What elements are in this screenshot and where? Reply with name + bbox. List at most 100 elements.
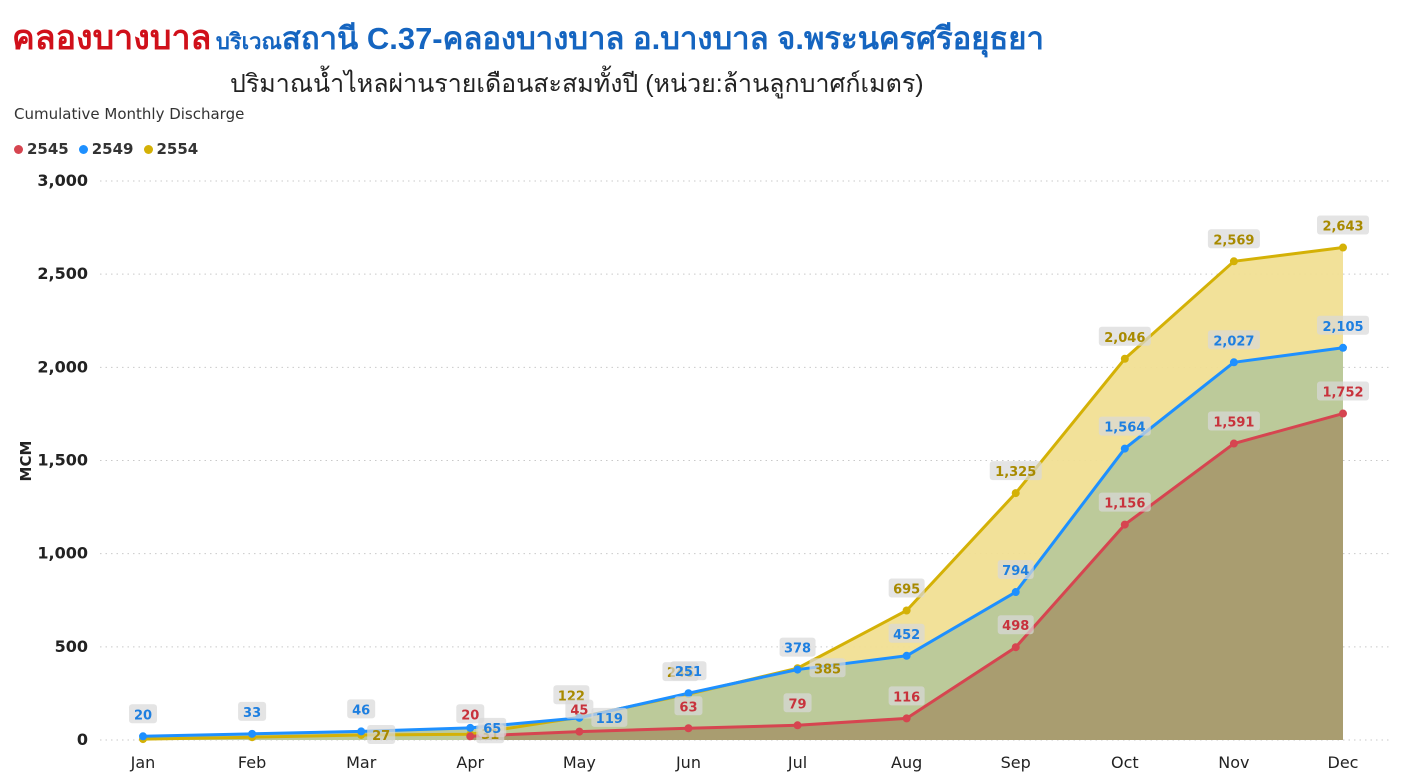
data-label-bg <box>1098 326 1151 346</box>
report-subtitle: ปริมาณน้ำไหลผ่านรายเดือนสะสมทั้งปี (หน่ว… <box>230 70 924 98</box>
data-label-2549: 2,105 <box>1322 320 1363 335</box>
chart-title: Cumulative Monthly Discharge <box>14 105 245 123</box>
data-label-2554: 385 <box>814 662 841 677</box>
title-canal-name: คลองบางบาล <box>12 19 212 57</box>
data-point-2545 <box>575 727 584 736</box>
data-label-2549: 20 <box>134 708 152 723</box>
data-point-2554 <box>1339 243 1347 252</box>
data-label-bg <box>367 724 396 744</box>
data-label-2549: 46 <box>352 703 370 718</box>
data-label-bg <box>1317 315 1369 335</box>
data-label-bg <box>674 696 703 716</box>
data-label-bg <box>997 560 1034 580</box>
data-label-2554: 2,046 <box>1104 331 1145 346</box>
data-label-2554: 695 <box>893 582 920 597</box>
data-label-bg <box>347 699 376 719</box>
x-tick-label: Apr <box>456 753 484 772</box>
data-point-2545 <box>793 721 802 730</box>
legend-dot-2549 <box>78 144 88 154</box>
data-label-bg <box>670 661 707 681</box>
data-point-2549 <box>466 723 475 732</box>
data-label-bg <box>1098 416 1151 436</box>
data-label-bg <box>779 637 816 657</box>
legend-item-2554[interactable]: 2554 <box>143 140 199 158</box>
title-area-prefix: บริเวณ <box>215 29 282 54</box>
data-label-2545: 1,752 <box>1322 386 1363 401</box>
x-tick-label: Jan <box>130 753 156 772</box>
data-label-bg <box>1207 229 1260 249</box>
data-point-2549 <box>357 727 366 736</box>
data-label-2545: 1,156 <box>1104 497 1145 512</box>
data-label-bg <box>565 699 594 719</box>
data-point-2549 <box>1229 358 1238 367</box>
data-point-2545 <box>466 732 475 741</box>
data-point-2549 <box>248 729 257 738</box>
data-point-2545 <box>902 714 911 723</box>
x-tick-label: Nov <box>1218 753 1249 772</box>
data-label-2549: 794 <box>1002 564 1029 579</box>
y-axis-title: MCM <box>17 441 35 482</box>
data-label-2554: 2,643 <box>1322 220 1363 235</box>
data-point-2545 <box>1011 643 1020 652</box>
data-label-bg <box>1207 411 1260 431</box>
data-label-2549: 2,027 <box>1213 334 1254 349</box>
data-label-2545: 116 <box>893 690 920 705</box>
data-point-2549 <box>1120 444 1129 453</box>
x-tick-label: Oct <box>1111 753 1139 772</box>
x-tick-label: May <box>563 753 596 772</box>
data-label-2549: 251 <box>675 665 702 680</box>
x-tick-label: Dec <box>1328 753 1359 772</box>
data-label-bg <box>553 685 590 705</box>
data-label-2545: 498 <box>1002 619 1029 634</box>
data-point-2549 <box>793 665 802 674</box>
data-point-2549 <box>684 689 693 698</box>
data-label-2549: 1,564 <box>1104 421 1145 436</box>
data-label-2549: 452 <box>893 628 920 643</box>
legend-item-2545[interactable]: 2545 <box>14 140 69 158</box>
x-tick-label: Jul <box>787 753 807 772</box>
data-label-bg <box>809 658 846 678</box>
data-label-2554: 27 <box>372 729 390 744</box>
y-tick-label: 500 <box>55 637 88 656</box>
data-point-2554 <box>1011 489 1020 498</box>
data-point-2554 <box>902 606 911 615</box>
x-tick-label: Aug <box>891 753 922 772</box>
data-label-2549: 65 <box>483 722 501 737</box>
data-label-bg <box>888 686 925 706</box>
x-tick-label: Sep <box>1001 753 1031 772</box>
data-label-bg <box>1098 492 1151 512</box>
data-label-2545: 63 <box>679 700 697 715</box>
data-label-bg <box>888 623 925 643</box>
data-label-bg <box>591 707 628 727</box>
y-tick-label: 1,500 <box>37 451 88 470</box>
series-area-2545 <box>470 413 1344 740</box>
data-label-bg <box>888 578 925 598</box>
legend-label-2554: 2554 <box>156 140 199 158</box>
data-point-2545 <box>684 724 693 733</box>
data-label-2545: 20 <box>461 708 479 723</box>
x-tick-label: Mar <box>346 753 377 772</box>
legend-label-2549: 2549 <box>91 140 134 158</box>
data-label-bg <box>1317 215 1369 235</box>
legend-item-2549[interactable]: 2549 <box>78 140 134 158</box>
y-tick-label: 2,500 <box>37 264 88 283</box>
data-label-bg <box>478 717 507 737</box>
data-point-2549 <box>1339 343 1347 352</box>
data-label-2549: 119 <box>596 712 623 727</box>
y-tick-label: 2,000 <box>37 357 88 376</box>
x-tick-label: Jun <box>675 753 701 772</box>
chart-legend[interactable]: 2545 2549 2554 <box>14 140 198 158</box>
data-point-2549 <box>902 651 911 660</box>
data-label-2554: 1,325 <box>995 465 1036 480</box>
data-point-2545 <box>1120 520 1129 529</box>
data-label-bg <box>456 704 485 724</box>
data-label-bg <box>1207 330 1260 350</box>
data-label-2549: 33 <box>243 706 261 721</box>
data-point-2554 <box>1120 354 1129 363</box>
data-label-bg <box>989 461 1042 481</box>
data-point-2549 <box>139 732 147 741</box>
y-tick-label: 3,000 <box>37 171 88 190</box>
data-label-2554: 2,569 <box>1213 233 1254 248</box>
data-point-2545 <box>1229 439 1238 448</box>
